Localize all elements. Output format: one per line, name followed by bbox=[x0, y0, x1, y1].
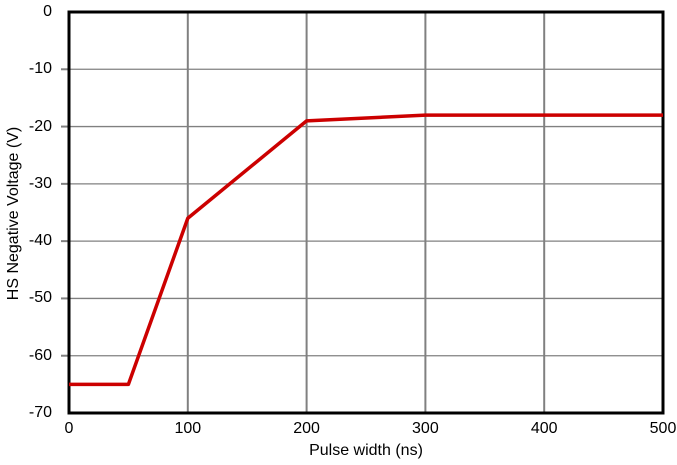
y-tick-label: -30 bbox=[28, 174, 52, 192]
x-tick-label: 300 bbox=[412, 420, 439, 437]
y-tick-label: -20 bbox=[28, 117, 52, 135]
y-tick-label: 0 bbox=[43, 3, 52, 20]
series-line bbox=[69, 113, 663, 387]
x-tick-label: 100 bbox=[174, 420, 202, 437]
y-tick-label: -40 bbox=[28, 232, 52, 250]
x-tick-label: 200 bbox=[293, 420, 320, 437]
x-tick-label: 400 bbox=[530, 420, 558, 437]
x-tick-label: 500 bbox=[649, 420, 677, 437]
x-axis-title: Pulse width (ns) bbox=[309, 442, 423, 459]
x-tick-label: 0 bbox=[64, 420, 74, 437]
y-tick-label: -10 bbox=[28, 60, 52, 78]
y-tick-label: -70 bbox=[28, 404, 52, 421]
y-tick-label: -60 bbox=[28, 346, 52, 364]
y-tick-label: -50 bbox=[28, 289, 52, 307]
plot-frame bbox=[67, 10, 665, 415]
